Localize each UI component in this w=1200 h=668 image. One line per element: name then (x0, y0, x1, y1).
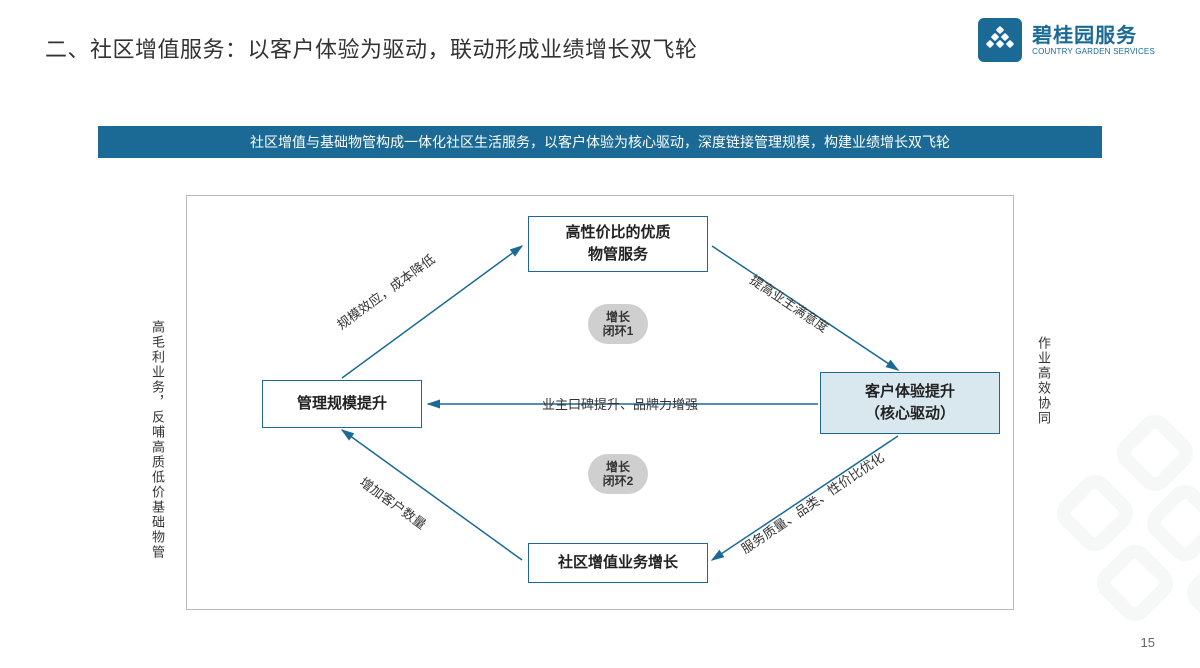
node-right-line2: （核心驱动） (865, 403, 955, 426)
logo-icon (978, 18, 1022, 62)
loop2-line1: 增长 (606, 460, 630, 474)
node-right: 客户体验提升 （核心驱动） (820, 372, 1000, 434)
node-left: 管理规模提升 (262, 380, 422, 428)
loop1-line2: 闭环1 (603, 324, 634, 338)
side-label-left: 高毛利业务，反哺高质低价基础物管 (148, 320, 167, 560)
company-logo: 碧桂园服务 COUNTRY GARDEN SERVICES (978, 18, 1155, 62)
background-decoration (1010, 408, 1200, 628)
logo-text: 碧桂园服务 COUNTRY GARDEN SERVICES (1032, 25, 1155, 56)
node-top: 高性价比的优质 物管服务 (528, 216, 708, 272)
loop2-line2: 闭环2 (603, 474, 634, 488)
slide: 二、社区增值服务：以客户体验为驱动，联动形成业绩增长双飞轮 碧桂园服务 COUN… (0, 0, 1200, 668)
page-title: 二、社区增值服务：以客户体验为驱动，联动形成业绩增长双飞轮 (45, 32, 698, 64)
node-bottom-line1: 社区增值业务增长 (558, 552, 678, 575)
node-left-line1: 管理规模提升 (297, 393, 387, 416)
page-number: 15 (1141, 635, 1155, 650)
node-top-line2: 物管服务 (588, 244, 648, 267)
loop-badge-2: 增长 闭环2 (588, 454, 648, 494)
logo-name-en: COUNTRY GARDEN SERVICES (1032, 47, 1155, 56)
node-bottom: 社区增值业务增长 (528, 543, 708, 583)
loop1-line1: 增长 (606, 310, 630, 324)
loop-badge-1: 增长 闭环1 (588, 304, 648, 344)
logo-name-cn: 碧桂园服务 (1032, 25, 1155, 47)
node-top-line1: 高性价比的优质 (565, 222, 670, 245)
center-edge-label: 业主口碑提升、品牌力增强 (460, 394, 780, 413)
node-right-line1: 客户体验提升 (865, 381, 955, 404)
subtitle-bar: 社区增值与基础物管构成一体化社区生活服务，以客户体验为核心驱动，深度链接管理规模… (98, 126, 1102, 158)
